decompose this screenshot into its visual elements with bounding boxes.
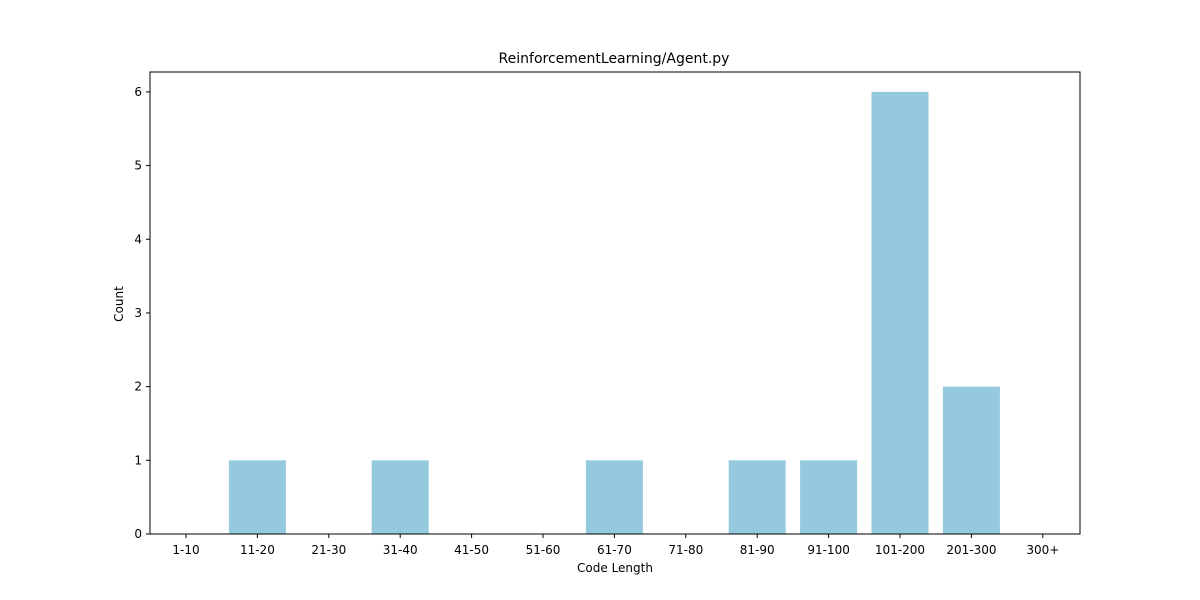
y-tick-label: 0: [134, 527, 142, 541]
x-axis-ticks: 1-10 11-20 21-30 31-40 41-50 51-60 61-70 71-80 8…: [172, 534, 1059, 557]
y-tick-label: 5: [134, 159, 142, 173]
bar-81-90: [728, 460, 786, 534]
bar-201-300: [942, 386, 1000, 534]
x-tick-label: 31-40: [383, 543, 418, 557]
x-axis-label: Code Length: [577, 561, 653, 575]
chart-title: ReinforcementLearning/Agent.py: [499, 51, 730, 67]
x-tick-label: 300+: [1026, 543, 1059, 557]
x-tick-label: 11-20: [240, 543, 275, 557]
x-tick-label: 91-100: [807, 543, 850, 557]
bar-91-100: [800, 460, 858, 534]
x-tick-label: 1-10: [172, 543, 199, 557]
x-tick-label: 81-90: [740, 543, 775, 557]
y-axis-ticks: 0 1 2 3 4 5 6: [134, 85, 150, 541]
x-tick-label: 61-70: [597, 543, 632, 557]
bar-11-20: [228, 460, 286, 534]
x-tick-label: 41-50: [454, 543, 489, 557]
bar-101-200: [871, 91, 929, 534]
y-tick-label: 3: [134, 306, 142, 320]
x-tick-label: 201-300: [946, 543, 996, 557]
x-tick-label: 101-200: [875, 543, 925, 557]
x-tick-label: 51-60: [526, 543, 561, 557]
y-axis-label: Count: [112, 286, 126, 322]
y-tick-label: 4: [134, 232, 142, 246]
y-tick-label: 6: [134, 85, 142, 99]
y-tick-label: 1: [134, 453, 142, 467]
x-tick-label: 21-30: [311, 543, 346, 557]
x-tick-label: 71-80: [668, 543, 703, 557]
bars-group: [228, 91, 1000, 534]
bar-31-40: [371, 460, 429, 534]
bar-61-70: [585, 460, 643, 534]
y-tick-label: 2: [134, 380, 142, 394]
plot-frame: [149, 71, 1081, 535]
